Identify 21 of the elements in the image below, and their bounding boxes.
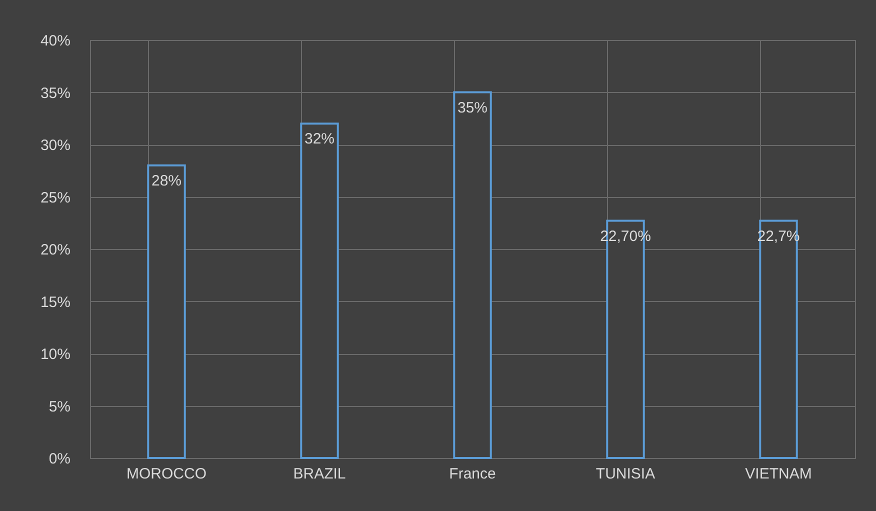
- y-tick-label: 0%: [48, 450, 70, 468]
- bar: [147, 164, 186, 459]
- y-tick-label: 40%: [40, 32, 70, 50]
- x-tick-label: BRAZIL: [293, 466, 346, 482]
- y-tick-label: 10%: [40, 346, 70, 363]
- y-tick-label: 15%: [40, 294, 70, 311]
- data-label: 28%: [151, 172, 182, 190]
- x-tick-label: VIETNAM: [745, 466, 812, 482]
- x-tick-label: TUNISIA: [596, 466, 656, 482]
- x-tick-label: MOROCCO: [126, 466, 206, 482]
- data-label: 35%: [457, 99, 488, 116]
- bar: [453, 91, 492, 459]
- y-tick-label: 25%: [40, 189, 70, 206]
- bar: [300, 122, 339, 459]
- x-tick-label: France: [449, 466, 496, 482]
- bar: [759, 220, 798, 459]
- data-label: 32%: [304, 130, 335, 148]
- y-tick-label: 20%: [40, 242, 70, 258]
- y-tick-label: 5%: [48, 398, 70, 416]
- y-tick-label: 30%: [40, 137, 70, 154]
- y-tick-label: 35%: [40, 84, 70, 102]
